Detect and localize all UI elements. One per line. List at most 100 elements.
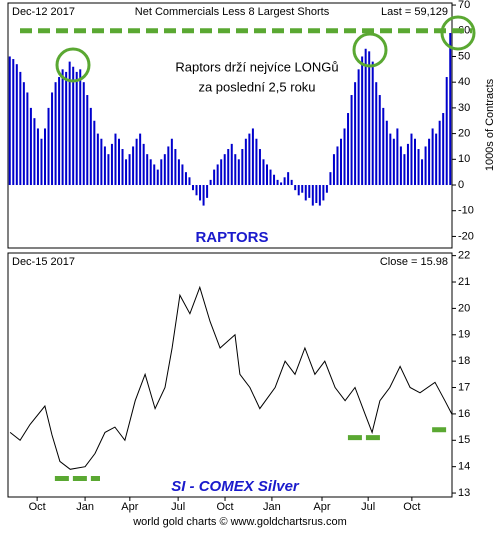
bar (428, 138, 431, 186)
bar (192, 185, 194, 191)
bar (103, 146, 106, 186)
bar (276, 179, 279, 186)
y-tick-label: 40 (458, 76, 470, 88)
bar (449, 33, 452, 186)
bar (410, 133, 413, 186)
bar (86, 95, 89, 186)
y-tick-label: 19 (458, 329, 470, 341)
date-label: Dec-12 2017 (12, 6, 75, 18)
x-tick-label: Jan (76, 501, 94, 513)
bar (311, 185, 314, 206)
bar (65, 71, 68, 186)
bar (389, 133, 392, 186)
bar (202, 185, 205, 206)
bar (294, 185, 297, 191)
bar (399, 146, 402, 186)
bar (79, 69, 82, 186)
highlight-circle (55, 47, 91, 83)
y-tick-label: 10 (458, 153, 470, 165)
bar (181, 164, 184, 186)
x-tick-label: Apr (121, 501, 138, 513)
bar (114, 133, 117, 186)
bar (340, 138, 342, 186)
panel-label: RAPTORS (195, 229, 268, 246)
top-panel (7, 2, 453, 249)
price-line (9, 285, 453, 470)
bar (15, 64, 18, 186)
x-tick-label: Oct (216, 501, 233, 513)
footer: world gold charts © www.goldchartsrus.co… (132, 516, 347, 528)
bar (146, 154, 149, 186)
bar (325, 185, 328, 193)
bar (206, 185, 209, 198)
bar (375, 82, 378, 186)
bar (96, 133, 99, 186)
bar (304, 185, 307, 201)
bar (132, 146, 135, 186)
bar (347, 113, 350, 186)
highlight-circle (440, 15, 476, 51)
bar (184, 172, 187, 186)
x-tick-label: Apr (313, 501, 330, 513)
bar (36, 128, 39, 186)
bar (297, 185, 300, 196)
bar (58, 77, 61, 186)
x-tick-label: Jul (171, 501, 185, 513)
bar (322, 185, 325, 201)
y-axis-label: 1000s of Contracts (484, 78, 496, 171)
x-tick-label: Oct (29, 501, 46, 513)
bar (255, 138, 258, 186)
bar (33, 118, 36, 186)
annotation: za poslední 2,5 roku (198, 79, 315, 94)
bar (406, 143, 409, 186)
bar (266, 164, 268, 186)
bar (438, 120, 441, 186)
bar (93, 120, 96, 186)
bar (287, 172, 290, 186)
bar (424, 146, 427, 186)
bar (195, 185, 198, 196)
bar (237, 159, 240, 186)
bar (431, 128, 434, 186)
bar (357, 69, 360, 186)
x-tick-label: Oct (403, 501, 420, 513)
bar (26, 92, 29, 186)
bar (19, 71, 22, 186)
highlight-circle (352, 32, 388, 68)
bar (213, 169, 216, 186)
y-tick-label: -10 (458, 205, 474, 217)
y-tick-label: 15 (458, 434, 470, 446)
y-tick-label: 16 (458, 408, 470, 420)
bar (216, 164, 219, 186)
bar (100, 138, 103, 186)
bar (128, 154, 131, 186)
bar (167, 146, 170, 186)
bar (135, 138, 138, 186)
bar (199, 185, 202, 201)
last-label: Close = 15.98 (380, 256, 448, 268)
bar (269, 169, 272, 186)
bar (364, 48, 367, 186)
bar (382, 107, 385, 186)
x-tick-label: Jan (263, 501, 281, 513)
bar (72, 66, 75, 186)
bar (234, 154, 237, 186)
y-tick-label: 20 (458, 128, 470, 140)
bar (403, 154, 406, 186)
chart-title: Net Commercials Less 8 Largest Shorts (135, 6, 330, 18)
bar (220, 159, 223, 186)
bar (354, 82, 357, 186)
bar (89, 107, 92, 186)
bar (290, 179, 293, 186)
annotation: Raptors drží nejvíce LONGů (175, 59, 338, 74)
y-tick-label: 22 (458, 250, 470, 262)
bar (308, 185, 311, 198)
bar (149, 159, 152, 186)
bar (163, 154, 166, 186)
bar (8, 56, 11, 186)
bar (174, 149, 177, 186)
bar (54, 82, 57, 186)
bar (251, 128, 254, 186)
bar (273, 174, 276, 186)
